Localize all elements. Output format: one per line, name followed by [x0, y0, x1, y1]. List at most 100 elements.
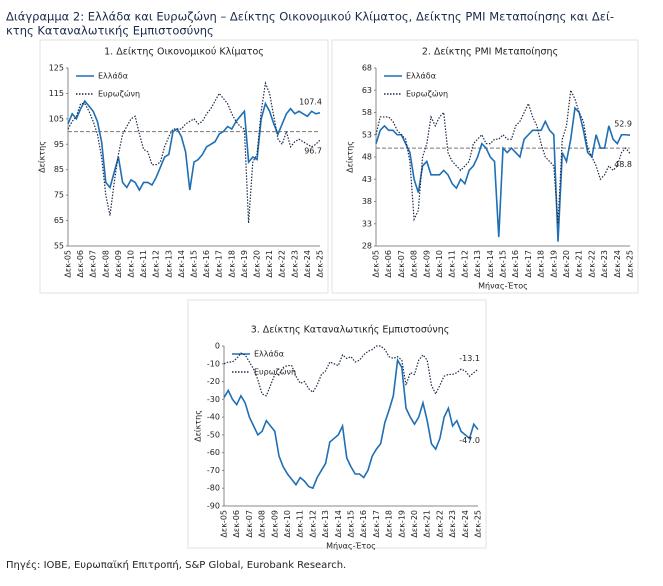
- x-tick-label: Δεκ-23: [290, 250, 299, 278]
- x-tick-label: Δεκ-10: [435, 250, 444, 278]
- x-tick-label: Δεκ-20: [410, 510, 419, 538]
- x-axis-label: Μήνας-Έτος: [326, 542, 376, 551]
- y-tick-label: 125: [49, 64, 64, 73]
- x-tick-label: Δεκ-21: [575, 250, 584, 278]
- x-tick-label: Δεκ-25: [626, 250, 635, 278]
- y-tick-label: 105: [49, 114, 64, 123]
- y-tick-label: 85: [54, 165, 64, 174]
- x-tick-label: Δεκ-10: [283, 510, 292, 538]
- x-tick-label: Δεκ-19: [549, 250, 558, 278]
- x-tick-label: Δεκ-08: [410, 250, 419, 278]
- y-tick-label: -10: [207, 359, 220, 368]
- x-tick-label: Δεκ-22: [278, 250, 287, 278]
- x-tick-label: Δεκ-13: [164, 250, 173, 278]
- x-tick-label: Δεκ-12: [308, 510, 317, 538]
- x-tick-label: Δεκ-17: [372, 510, 381, 538]
- x-tick-label: Δεκ-21: [423, 510, 432, 538]
- x-tick-label: Δεκ-06: [76, 250, 85, 278]
- y-axis-label: Δείκτης: [38, 141, 47, 173]
- series-line: [223, 357, 479, 490]
- x-tick-label: Δεκ-18: [227, 250, 236, 278]
- x-tick-label: Δεκ-25: [474, 510, 483, 538]
- annotation: 48.8: [614, 160, 632, 169]
- x-tick-label: Δεκ-11: [139, 250, 148, 278]
- chart-title: 2. Δείκτης PMI Μεταποίησης: [422, 47, 558, 58]
- legend-label: Ελλάδα: [254, 350, 284, 359]
- panel: [39, 39, 329, 294]
- annotation: -47.0: [459, 436, 480, 445]
- x-tick-label: Δεκ-20: [253, 250, 262, 278]
- legend-label: Ελλάδα: [98, 72, 128, 81]
- x-tick-label: Δεκ-24: [461, 510, 470, 538]
- legend-label: Ελλάδα: [406, 72, 436, 81]
- annotation: 107.4: [299, 97, 322, 106]
- series-line: [67, 81, 321, 224]
- y-tick-label: -20: [207, 377, 220, 386]
- x-tick-label: Δεκ-05: [64, 250, 73, 278]
- x-tick-label: Δεκ-21: [265, 250, 274, 278]
- x-tick-label: Δεκ-17: [524, 250, 533, 278]
- y-tick-label: 75: [54, 191, 64, 200]
- y-tick-label: 48: [362, 153, 372, 162]
- x-tick-label: Δεκ-19: [240, 250, 249, 278]
- x-tick-label: Δεκ-06: [384, 250, 393, 278]
- legend-label: Ευρωζώνη: [98, 89, 140, 99]
- y-tick-label: -50: [207, 430, 220, 439]
- x-tick-label: Δεκ-24: [303, 250, 312, 278]
- x-tick-label: Δεκ-10: [127, 250, 136, 278]
- x-tick-label: Δεκ-15: [190, 250, 199, 278]
- y-tick-label: 95: [54, 140, 64, 149]
- x-tick-label: Δεκ-18: [537, 250, 546, 278]
- y-tick-label: -80: [207, 484, 220, 493]
- x-tick-label: Δεκ-14: [334, 510, 343, 538]
- x-tick-label: Δεκ-05: [220, 510, 229, 538]
- x-tick-label: Δεκ-12: [460, 250, 469, 278]
- y-tick-label: -60: [207, 448, 220, 457]
- x-tick-label: Δεκ-19: [397, 510, 406, 538]
- y-axis-label: Δείκτης: [194, 410, 203, 442]
- x-tick-label: Δεκ-15: [499, 250, 508, 278]
- y-tick-label: 28: [362, 242, 372, 251]
- y-tick-label: 115: [49, 89, 64, 98]
- x-tick-label: Δεκ-16: [511, 250, 520, 278]
- x-tick-label: Δεκ-05: [372, 250, 381, 278]
- y-tick-label: 33: [362, 219, 372, 228]
- y-tick-label: 58: [362, 108, 372, 117]
- source: Πηγές: IOBE, Ευρωπαϊκή Επιτροπή, S&P Glo…: [6, 559, 346, 571]
- y-tick-label: 63: [362, 86, 372, 95]
- y-tick-label: 43: [362, 175, 372, 184]
- panel: [331, 39, 639, 294]
- x-tick-label: Δεκ-16: [202, 250, 211, 278]
- x-tick-label: Δεκ-17: [215, 250, 224, 278]
- x-tick-label: Δεκ-11: [448, 250, 457, 278]
- x-tick-label: Δεκ-24: [613, 250, 622, 278]
- panel: [187, 299, 487, 549]
- page-title: Διάγραμμα 2: Ελλάδα και Ευρωζώνη – Δείκτ…: [6, 10, 614, 24]
- y-tick-label: -70: [207, 466, 220, 475]
- y-tick-label: -40: [207, 413, 220, 422]
- x-tick-label: Δεκ-14: [486, 250, 495, 278]
- annotation: 52.9: [614, 120, 632, 129]
- y-tick-label: 68: [362, 64, 372, 73]
- legend-label: Ευρωζώνη: [254, 367, 296, 377]
- x-tick-label: Δεκ-06: [232, 510, 241, 538]
- x-tick-label: Δεκ-14: [177, 250, 186, 278]
- y-tick-label: 53: [362, 130, 372, 139]
- x-tick-label: Δεκ-07: [89, 250, 98, 278]
- legend-label: Ευρωζώνη: [406, 89, 448, 99]
- x-tick-label: Δεκ-09: [114, 250, 123, 278]
- chart-title: 3. Δείκτης Καταναλωτικής Εμπιστοσύνης: [251, 325, 450, 336]
- page-title: κτης Καταναλωτικής Εμπιστοσύνης: [6, 24, 214, 38]
- y-tick-label: 0: [215, 342, 220, 351]
- x-tick-label: Δεκ-18: [385, 510, 394, 538]
- x-tick-label: Δεκ-11: [296, 510, 305, 538]
- x-tick-label: Δεκ-16: [359, 510, 368, 538]
- x-tick-label: Δεκ-15: [347, 510, 356, 538]
- y-tick-label: -30: [207, 395, 220, 404]
- annotation: -13.1: [459, 354, 480, 363]
- annotation: 96.7: [304, 146, 322, 155]
- x-tick-label: Δεκ-08: [258, 510, 267, 538]
- chart-title: 1. Δείκτης Οικονομικού Κλίματος: [104, 47, 264, 58]
- y-tick-label: -90: [207, 502, 220, 511]
